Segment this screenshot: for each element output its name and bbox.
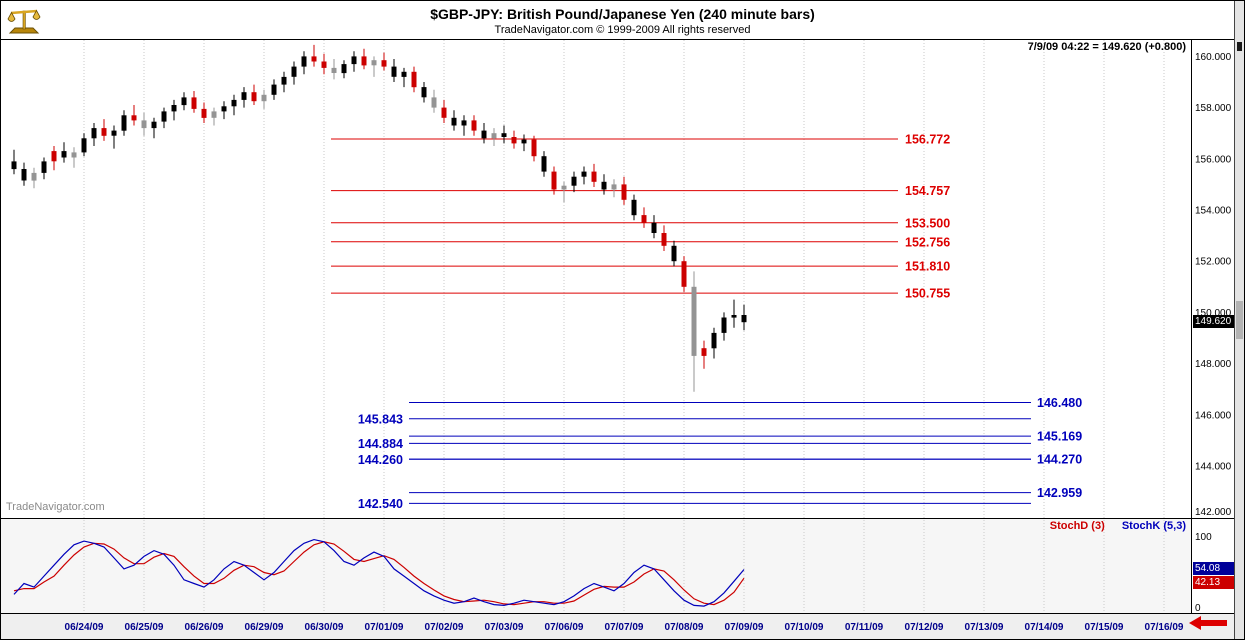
- svg-text:06/29/09: 06/29/09: [245, 622, 284, 633]
- stochastic-legend: StochD (3) StochK (5,3): [1036, 520, 1186, 532]
- svg-text:07/06/09: 07/06/09: [545, 622, 584, 633]
- svg-text:07/13/09: 07/13/09: [965, 622, 1004, 633]
- svg-text:156.772: 156.772: [905, 133, 950, 147]
- svg-text:151.810: 151.810: [905, 260, 950, 274]
- svg-text:06/24/09: 06/24/09: [65, 622, 104, 633]
- gridlines: [83, 40, 1165, 613]
- svg-text:142.540: 142.540: [358, 497, 403, 511]
- svg-text:0: 0: [1195, 603, 1201, 614]
- svg-text:158.000: 158.000: [1195, 103, 1232, 114]
- svg-text:07/09/09: 07/09/09: [725, 622, 764, 633]
- svg-text:07/15/09: 07/15/09: [1085, 622, 1124, 633]
- svg-text:07/16/09: 07/16/09: [1145, 622, 1184, 633]
- svg-text:07/02/09: 07/02/09: [425, 622, 464, 633]
- last-quote-info: 7/9/09 04:22 = 149.620 (+0.800): [1027, 41, 1186, 53]
- svg-text:100: 100: [1195, 532, 1212, 543]
- stoch-axis-labels: 100 0: [1195, 532, 1212, 614]
- stoch-legend-k: StochK (5,3): [1121, 520, 1186, 532]
- stoch-value-k: 54.08: [1193, 562, 1237, 575]
- svg-text:07/10/09: 07/10/09: [785, 622, 824, 633]
- svg-text:07/11/09: 07/11/09: [845, 622, 884, 633]
- svg-text:07/03/09: 07/03/09: [485, 622, 524, 633]
- svg-text:154.000: 154.000: [1195, 206, 1232, 217]
- svg-text:144.000: 144.000: [1195, 462, 1232, 473]
- svg-text:154.757: 154.757: [905, 184, 950, 198]
- svg-text:07/08/09: 07/08/09: [665, 622, 704, 633]
- scrollbar-top-mark[interactable]: [1237, 42, 1242, 51]
- svg-text:06/30/09: 06/30/09: [305, 622, 344, 633]
- svg-text:150.000: 150.000: [1195, 308, 1232, 319]
- svg-text:145.843: 145.843: [358, 412, 403, 426]
- svg-text:142.959: 142.959: [1037, 486, 1082, 500]
- svg-text:148.000: 148.000: [1195, 359, 1232, 370]
- svg-text:152.756: 152.756: [905, 235, 950, 249]
- svg-text:152.000: 152.000: [1195, 257, 1232, 268]
- watermark-text: TradeNavigator.com: [6, 501, 105, 513]
- svg-text:146.480: 146.480: [1037, 396, 1082, 410]
- page-title: $GBP-JPY: British Pound/Japanese Yen (24…: [430, 6, 815, 22]
- svg-text:06/26/09: 06/26/09: [185, 622, 224, 633]
- candlestick-bars: [11, 44, 747, 392]
- svg-text:153.500: 153.500: [905, 216, 950, 230]
- date-axis-labels: 06/24/09 06/25/09 06/26/09 06/29/09 06/30/09…: [65, 622, 1184, 633]
- svg-text:07/12/09: 07/12/09: [905, 622, 944, 633]
- scrollbar-thumb[interactable]: [1236, 301, 1243, 339]
- svg-text:144.270: 144.270: [1037, 453, 1082, 467]
- support-lines: 146.480 145.169 144.270 142.959 145.843 144.8…: [358, 396, 1082, 511]
- svg-text:07/07/09: 07/07/09: [605, 622, 644, 633]
- svg-text:150.755: 150.755: [905, 287, 950, 301]
- svg-text:07/14/09: 07/14/09: [1025, 622, 1064, 633]
- price-axis-labels: 160.000 158.000 156.000 154.000 152.000 150.0…: [1195, 52, 1232, 518]
- panel-backgrounds: [1, 519, 1236, 639]
- stoch-value-d: 42.13: [1193, 576, 1237, 589]
- vertical-scrollbar[interactable]: [1234, 1, 1244, 639]
- copyright-subtitle: TradeNavigator.com © 1999-2009 All right…: [494, 24, 751, 36]
- svg-text:144.260: 144.260: [358, 453, 403, 467]
- stochastic-lines: [13, 538, 745, 607]
- svg-text:156.000: 156.000: [1195, 154, 1232, 165]
- svg-text:06/25/09: 06/25/09: [125, 622, 164, 633]
- svg-text:160.000: 160.000: [1195, 52, 1232, 63]
- svg-text:145.169: 145.169: [1037, 430, 1082, 444]
- current-price-tag: 149.620: [1193, 315, 1237, 328]
- svg-text:144.884: 144.884: [358, 437, 403, 451]
- svg-text:146.000: 146.000: [1195, 410, 1232, 421]
- resistance-lines: 156.772 154.757 153.500 152.756 151.810 150.7…: [331, 133, 950, 301]
- svg-text:142.000: 142.000: [1195, 507, 1232, 518]
- scroll-left-arrow-icon[interactable]: [1189, 616, 1227, 630]
- trade-navigator-logo-icon: [7, 9, 41, 34]
- svg-text:07/01/09: 07/01/09: [365, 622, 404, 633]
- stoch-legend-d: StochD (3): [1049, 520, 1105, 532]
